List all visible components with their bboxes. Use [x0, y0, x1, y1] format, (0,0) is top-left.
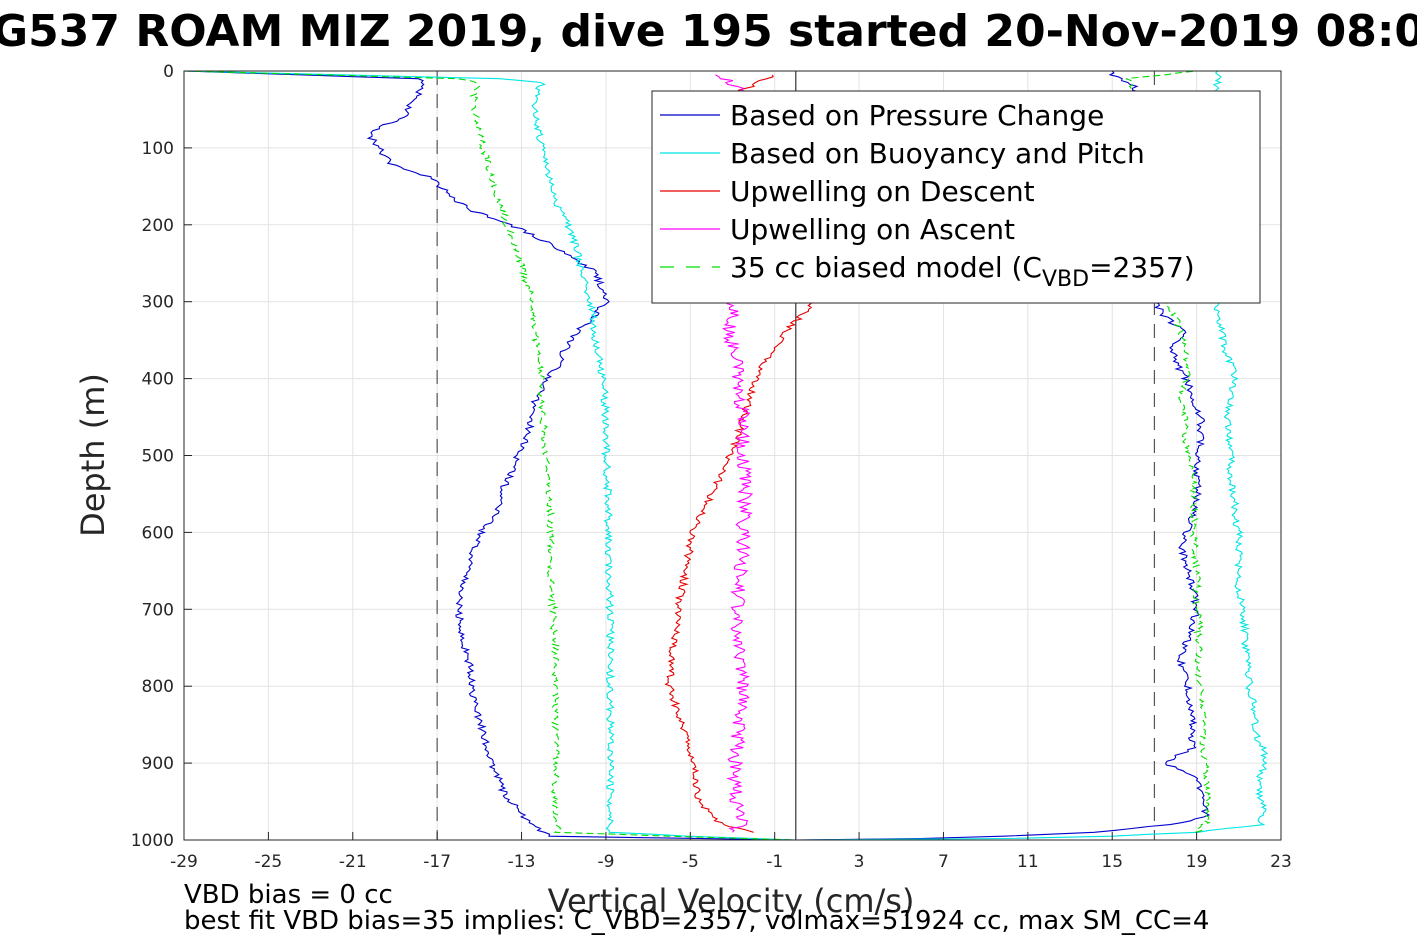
legend: Based on Pressure Change Based on Buoyanc… [651, 90, 1261, 304]
y-tick-label: 700 [142, 600, 174, 620]
x-tick-label: -25 [254, 852, 282, 872]
y-tick-label: 600 [142, 523, 174, 543]
y-tick-label: 500 [142, 447, 174, 467]
x-tick-label: -29 [170, 852, 198, 872]
x-tick-label: -13 [508, 852, 536, 872]
y-axis-label: Depth (m) [74, 373, 112, 537]
y-tick-label: 400 [142, 370, 174, 390]
legend-label-upwell_descent: Upwelling on Descent [730, 175, 1035, 208]
y-tick-label: 800 [142, 677, 174, 697]
series-line-buoyancy [183, 70, 796, 841]
x-axis-label: Vertical Velocity (cm/s) [548, 882, 915, 920]
x-tick-label: -9 [597, 852, 614, 872]
x-tick-label: -1 [766, 852, 783, 872]
x-tick-label: -5 [682, 852, 699, 872]
y-axis-ticks: 0 100 200 300 400 500 600 700 800 900 1000 [131, 62, 192, 851]
footer-line-1: VBD bias = 0 cc [184, 880, 393, 910]
y-tick-label: 1000 [131, 831, 174, 851]
series-line-biased_model [1125, 70, 1212, 833]
y-tick-label: 200 [142, 216, 174, 236]
footer-line-2: best fit VBD bias=35 implies: C_VBD=2357… [184, 906, 1209, 936]
y-tick-label: 300 [142, 293, 174, 313]
x-tick-label: 3 [854, 852, 865, 872]
x-tick-label: 7 [938, 852, 949, 872]
x-tick-label: 11 [1017, 852, 1039, 872]
x-tick-label: -21 [339, 852, 367, 872]
legend-label-biased_model: 35 cc biased model (CVBD=2357) [730, 251, 1195, 292]
y-tick-label: 900 [142, 754, 174, 774]
series-line-biased_model [183, 70, 796, 841]
legend-box [651, 90, 1261, 304]
x-tick-label: -17 [423, 852, 451, 872]
x-tick-label: 15 [1101, 852, 1123, 872]
x-axis-ticks: -29 -25 -21 -17 -13 -9 -5 -1 3 7 11 15 19 23 [170, 832, 1292, 872]
x-tick-label: 19 [1186, 852, 1208, 872]
legend-label-buoyancy: Based on Buoyancy and Pitch [730, 137, 1145, 170]
legend-label-upwell_ascent: Upwelling on Ascent [730, 213, 1015, 246]
figure-title: SG537 ROAM MIZ 2019, dive 195 started 20… [0, 6, 1417, 57]
y-tick-label: 100 [142, 139, 174, 159]
series-line-pressure [183, 70, 796, 841]
y-tick-label: 0 [163, 62, 174, 82]
legend-label-pressure: Based on Pressure Change [730, 99, 1104, 132]
x-tick-label: 23 [1270, 852, 1292, 872]
